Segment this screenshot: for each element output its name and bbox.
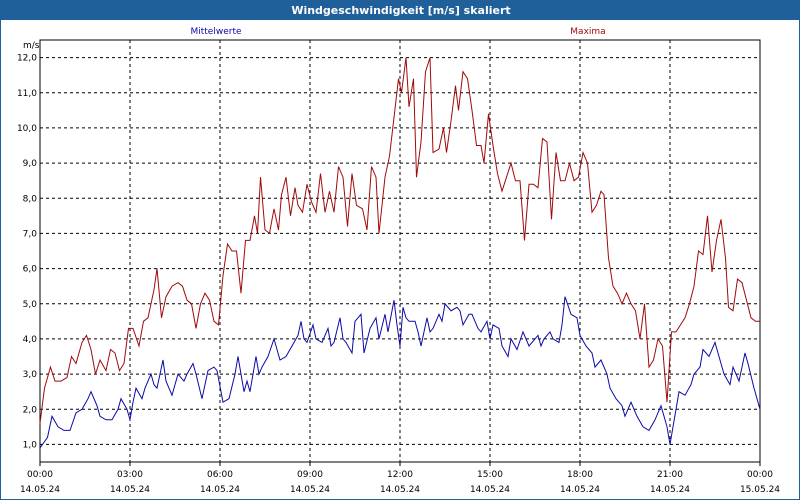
legend-mittelwerte: Mittelwerte <box>190 27 241 37</box>
series-line-maxima <box>39 57 760 424</box>
grid <box>40 40 760 462</box>
x-tick-date: 14.05.24 <box>20 485 60 495</box>
x-tick-time: 12:00 <box>387 470 413 480</box>
x-axis-ticks: 00:00 14.05.24 03:00 14.05.24 06:00 14.05.24 0… <box>20 462 780 495</box>
x-tick-date: 14.05.24 <box>560 485 600 495</box>
series-line-mittelwerte <box>39 296 761 449</box>
y-axis-unit: m/s <box>23 41 40 51</box>
x-tick-time: 15:00 <box>477 470 503 480</box>
y-tick-label: 11,0 <box>17 89 37 99</box>
x-tick-date: 14.05.24 <box>380 485 420 495</box>
x-tick-time: 03:00 <box>117 470 143 480</box>
legend-maxima: Maxima <box>570 27 605 37</box>
x-tick-time: 06:00 <box>207 470 233 480</box>
y-tick-label: 4,0 <box>23 335 38 345</box>
y-tick-label: 10,0 <box>17 124 37 134</box>
x-tick-time: 00:00 <box>27 470 53 480</box>
chart-title: Windgeschwindigkeit [m/s] skaliert <box>1 1 800 20</box>
y-tick-label: 2,0 <box>23 405 38 415</box>
x-tick-time: 21:00 <box>657 470 683 480</box>
y-tick-label: 5,0 <box>23 300 38 310</box>
x-tick-date: 14.05.24 <box>470 485 510 495</box>
y-tick-label: 8,0 <box>23 194 38 204</box>
x-tick-date: 14.05.24 <box>200 485 240 495</box>
y-tick-label: 9,0 <box>23 159 38 169</box>
y-tick-label: 7,0 <box>23 229 38 239</box>
x-tick-date: 14.05.24 <box>110 485 150 495</box>
x-tick-time: 00:00 <box>747 470 773 480</box>
x-tick-time: 18:00 <box>567 470 593 480</box>
series-lines <box>39 57 761 449</box>
x-tick-date: 15.05.24 <box>740 485 780 495</box>
x-tick-time: 09:00 <box>297 470 323 480</box>
y-axis-ticks: 1,0 2,0 3,0 4,0 5,0 6,0 7,0 8,0 9,0 10,0 11,0 12,0 <box>17 54 37 451</box>
x-tick-date: 14.05.24 <box>650 485 690 495</box>
x-tick-date: 14.05.24 <box>290 485 330 495</box>
y-tick-label: 12,0 <box>17 54 37 64</box>
y-tick-label: 1,0 <box>23 440 38 450</box>
y-tick-label: 6,0 <box>23 265 38 275</box>
y-tick-label: 3,0 <box>23 370 38 380</box>
